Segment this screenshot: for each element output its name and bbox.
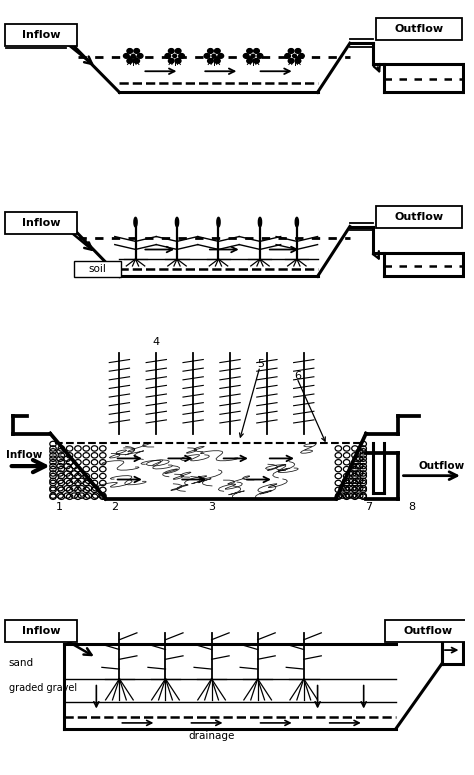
FancyBboxPatch shape bbox=[376, 18, 462, 40]
Circle shape bbox=[254, 49, 259, 53]
Text: Outflow: Outflow bbox=[394, 212, 444, 222]
Circle shape bbox=[131, 54, 135, 57]
Text: Outflow: Outflow bbox=[394, 24, 444, 34]
FancyBboxPatch shape bbox=[385, 620, 472, 642]
Circle shape bbox=[243, 53, 249, 58]
Circle shape bbox=[257, 53, 263, 58]
Text: Inflow: Inflow bbox=[22, 218, 60, 228]
Text: 4: 4 bbox=[153, 337, 160, 347]
Circle shape bbox=[173, 54, 177, 57]
Circle shape bbox=[127, 49, 133, 53]
Ellipse shape bbox=[217, 217, 220, 227]
FancyBboxPatch shape bbox=[376, 206, 462, 228]
Circle shape bbox=[247, 49, 253, 53]
Circle shape bbox=[175, 49, 181, 53]
Circle shape bbox=[137, 53, 143, 58]
FancyBboxPatch shape bbox=[74, 260, 121, 277]
Circle shape bbox=[134, 59, 139, 64]
Circle shape bbox=[168, 59, 174, 64]
Text: 5: 5 bbox=[258, 360, 264, 370]
Circle shape bbox=[285, 53, 291, 58]
Circle shape bbox=[288, 59, 294, 64]
Text: 1: 1 bbox=[56, 502, 63, 512]
Ellipse shape bbox=[295, 217, 299, 227]
Text: Inflow: Inflow bbox=[7, 449, 43, 460]
Text: Inflow: Inflow bbox=[22, 29, 60, 40]
Circle shape bbox=[208, 49, 213, 53]
Ellipse shape bbox=[175, 217, 179, 227]
Circle shape bbox=[214, 59, 220, 64]
Text: sand: sand bbox=[9, 659, 34, 669]
Circle shape bbox=[204, 53, 210, 58]
Circle shape bbox=[124, 53, 129, 58]
FancyBboxPatch shape bbox=[5, 24, 77, 46]
Text: graded gravel: graded gravel bbox=[9, 684, 77, 694]
Text: 3: 3 bbox=[208, 502, 215, 512]
FancyBboxPatch shape bbox=[5, 620, 77, 642]
Circle shape bbox=[251, 54, 255, 57]
Circle shape bbox=[208, 59, 213, 64]
Ellipse shape bbox=[134, 217, 137, 227]
Text: soil: soil bbox=[89, 264, 107, 274]
Text: Outflow: Outflow bbox=[419, 461, 465, 471]
Circle shape bbox=[299, 53, 304, 58]
Text: 2: 2 bbox=[111, 502, 118, 512]
Text: 8: 8 bbox=[409, 502, 416, 512]
Circle shape bbox=[254, 59, 259, 64]
Circle shape bbox=[175, 59, 181, 64]
Circle shape bbox=[134, 49, 139, 53]
Circle shape bbox=[179, 53, 184, 58]
Text: drainage: drainage bbox=[188, 731, 235, 741]
Circle shape bbox=[165, 53, 171, 58]
Circle shape bbox=[295, 49, 301, 53]
Circle shape bbox=[295, 59, 301, 64]
Circle shape bbox=[292, 54, 296, 57]
Circle shape bbox=[218, 53, 224, 58]
Text: Outflow: Outflow bbox=[404, 626, 453, 636]
Circle shape bbox=[168, 49, 174, 53]
FancyBboxPatch shape bbox=[5, 212, 77, 234]
Circle shape bbox=[127, 59, 133, 64]
Text: 6: 6 bbox=[294, 371, 301, 381]
Text: Inflow: Inflow bbox=[22, 626, 60, 636]
Circle shape bbox=[288, 49, 294, 53]
Circle shape bbox=[214, 49, 220, 53]
Ellipse shape bbox=[258, 217, 262, 227]
Circle shape bbox=[212, 54, 216, 57]
Circle shape bbox=[247, 59, 253, 64]
Text: 7: 7 bbox=[365, 502, 372, 512]
